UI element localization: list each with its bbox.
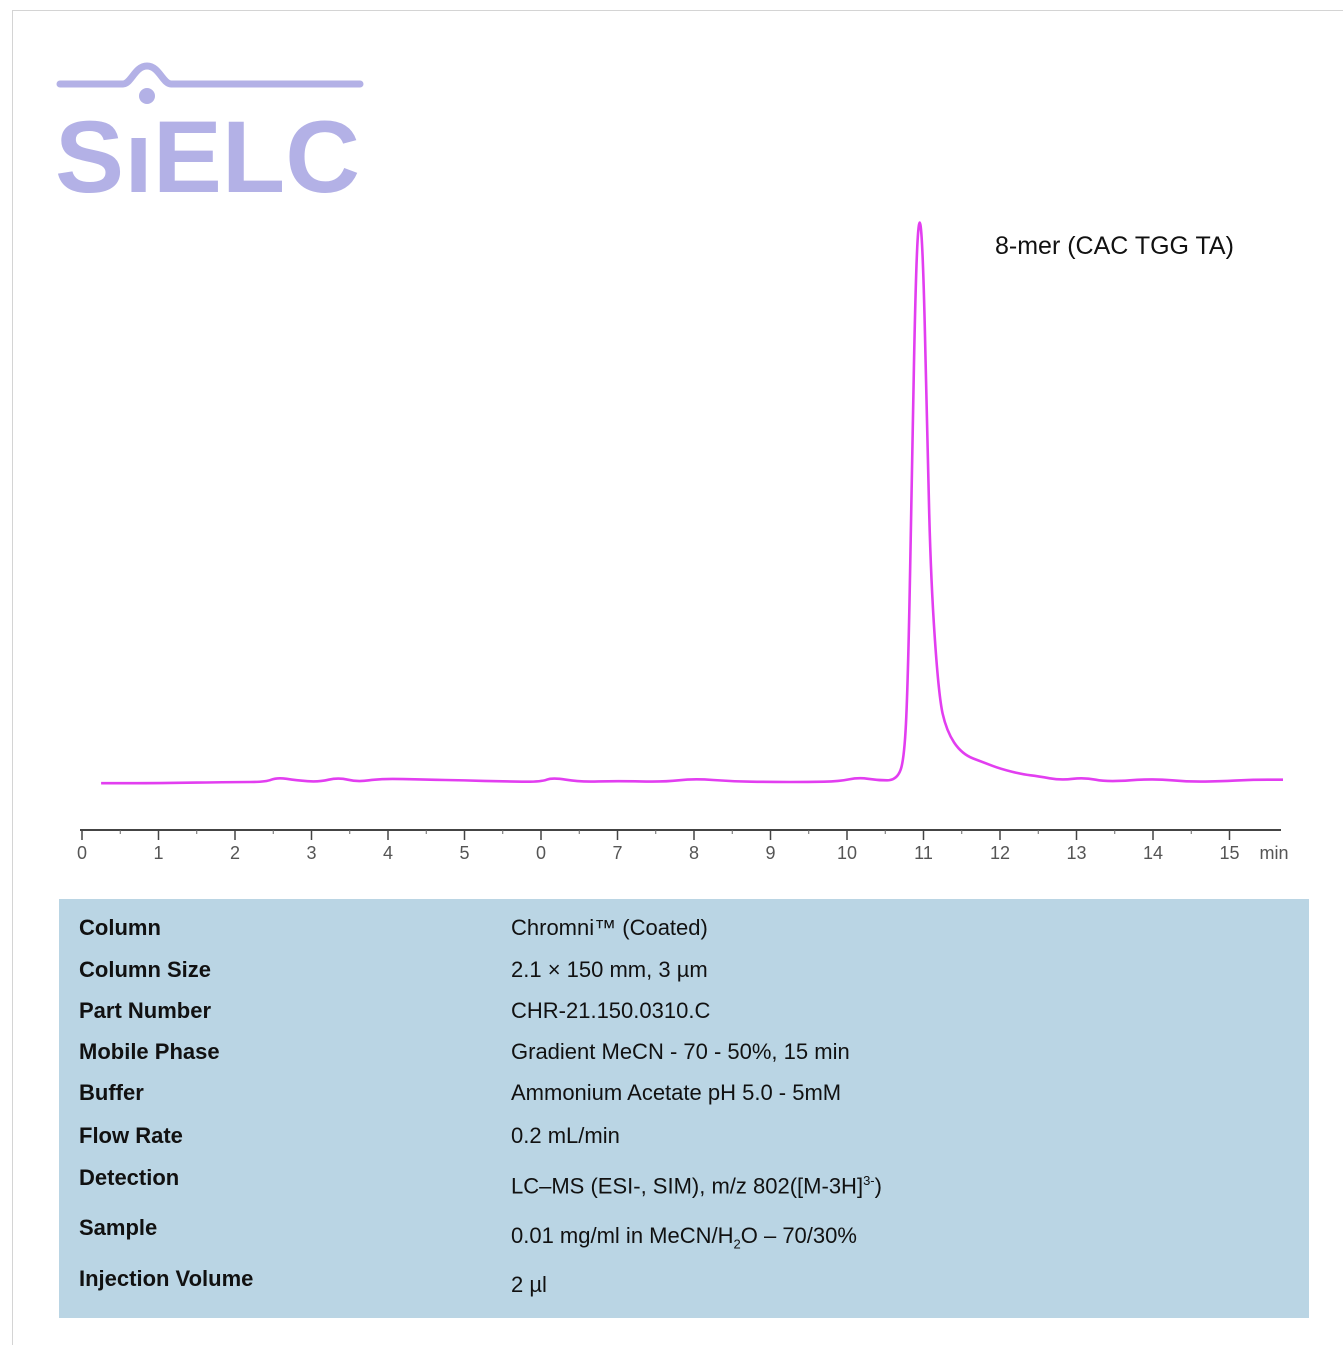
x-tick-label: 11 — [914, 843, 933, 863]
x-tick-label: 10 — [837, 843, 857, 863]
x-tick-label: 9 — [765, 843, 775, 863]
condition-value: 2.1 × 150 mm, 3 µm — [511, 957, 708, 982]
x-tick-label: 15 — [1219, 843, 1239, 863]
x-tick-label: 3 — [306, 843, 316, 863]
condition-row: Injection Volume 2 µl — [59, 1266, 1309, 1302]
condition-row: Sample 0.01 mg/ml in MeCN/H2O – 70/30% — [59, 1215, 1309, 1251]
condition-value: LC–MS (ESI-, SIM), m/z 802([M-3H]3-) — [511, 1173, 882, 1199]
condition-value: CHR-21.150.0310.C — [511, 998, 711, 1023]
condition-value: Ammonium Acetate pH 5.0 - 5mM — [511, 1080, 842, 1105]
x-axis: 0 1 2 3 4 5 0 7 8 9 10 11 12 13 14 15 min — [77, 829, 1289, 863]
condition-label: Detection — [79, 1165, 180, 1190]
condition-value: 0.01 mg/ml in MeCN/H2O – 70/30% — [511, 1223, 857, 1252]
series — [101, 221, 1283, 785]
condition-label: Column — [79, 915, 161, 940]
x-tick-label: 7 — [612, 843, 622, 863]
condition-label: Buffer — [79, 1080, 144, 1105]
condition-row: Buffer Ammonium Acetate pH 5.0 - 5mM — [59, 1080, 1309, 1116]
x-tick-label: 12 — [990, 843, 1010, 863]
condition-value: 0.2 mL/min — [511, 1123, 620, 1148]
condition-row: Column Chromni™ (Coated) — [59, 915, 1309, 951]
condition-row: Flow Rate 0.2 mL/min — [59, 1123, 1309, 1159]
x-tick-label: 0 — [77, 843, 87, 863]
condition-label: Flow Rate — [79, 1123, 183, 1148]
x-tick-label: 8 — [689, 843, 699, 863]
condition-label: Sample — [79, 1215, 158, 1240]
x-tick-label: 4 — [383, 843, 393, 863]
condition-value: 2 µl — [511, 1272, 547, 1297]
condition-label: Part Number — [79, 998, 212, 1023]
x-tick-label: 1 — [153, 843, 163, 863]
x-tick-label: 2 — [230, 843, 240, 863]
figure-frame — [12, 10, 1343, 1345]
x-tick-label: 5 — [459, 843, 469, 863]
x-tick-label: 13 — [1066, 843, 1086, 863]
condition-row: Mobile Phase Gradient MeCN - 70 - 50%, 15… — [59, 1039, 1309, 1075]
chromatogram-trace — [101, 221, 1283, 785]
condition-row: Column Size 2.1 × 150 mm, 3 µm — [59, 957, 1309, 993]
chromatogram-chart: 0 1 2 3 4 5 0 7 8 9 10 11 12 13 14 15 min — [77, 221, 1289, 863]
condition-value: Chromni™ (Coated) — [511, 915, 708, 940]
x-tick-label: 14 — [1143, 843, 1163, 863]
conditions-table: Column Chromni™ (Coated) Column Size 2.1 × … — [59, 899, 1309, 1318]
sielc-logo: SıELC — [55, 62, 364, 210]
peak-annotation: 8-mer (CAC TGG TA) — [995, 232, 1234, 260]
logo-text: SıELC — [55, 100, 360, 210]
condition-row: Detection LC–MS (ESI-, SIM), m/z 802([M-3… — [59, 1165, 1309, 1201]
condition-label: Column Size — [79, 957, 212, 982]
condition-label: Mobile Phase — [79, 1039, 220, 1064]
x-tick-label: 0 — [536, 843, 546, 863]
condition-label: Injection Volume — [79, 1266, 254, 1291]
condition-value: Gradient MeCN - 70 - 50%, 15 min — [511, 1039, 850, 1064]
condition-row: Part Number CHR-21.150.0310.C — [59, 998, 1309, 1034]
x-axis-unit-label: min — [1260, 843, 1289, 863]
